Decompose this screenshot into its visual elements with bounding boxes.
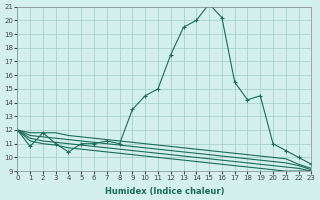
X-axis label: Humidex (Indice chaleur): Humidex (Indice chaleur) [105, 187, 224, 196]
